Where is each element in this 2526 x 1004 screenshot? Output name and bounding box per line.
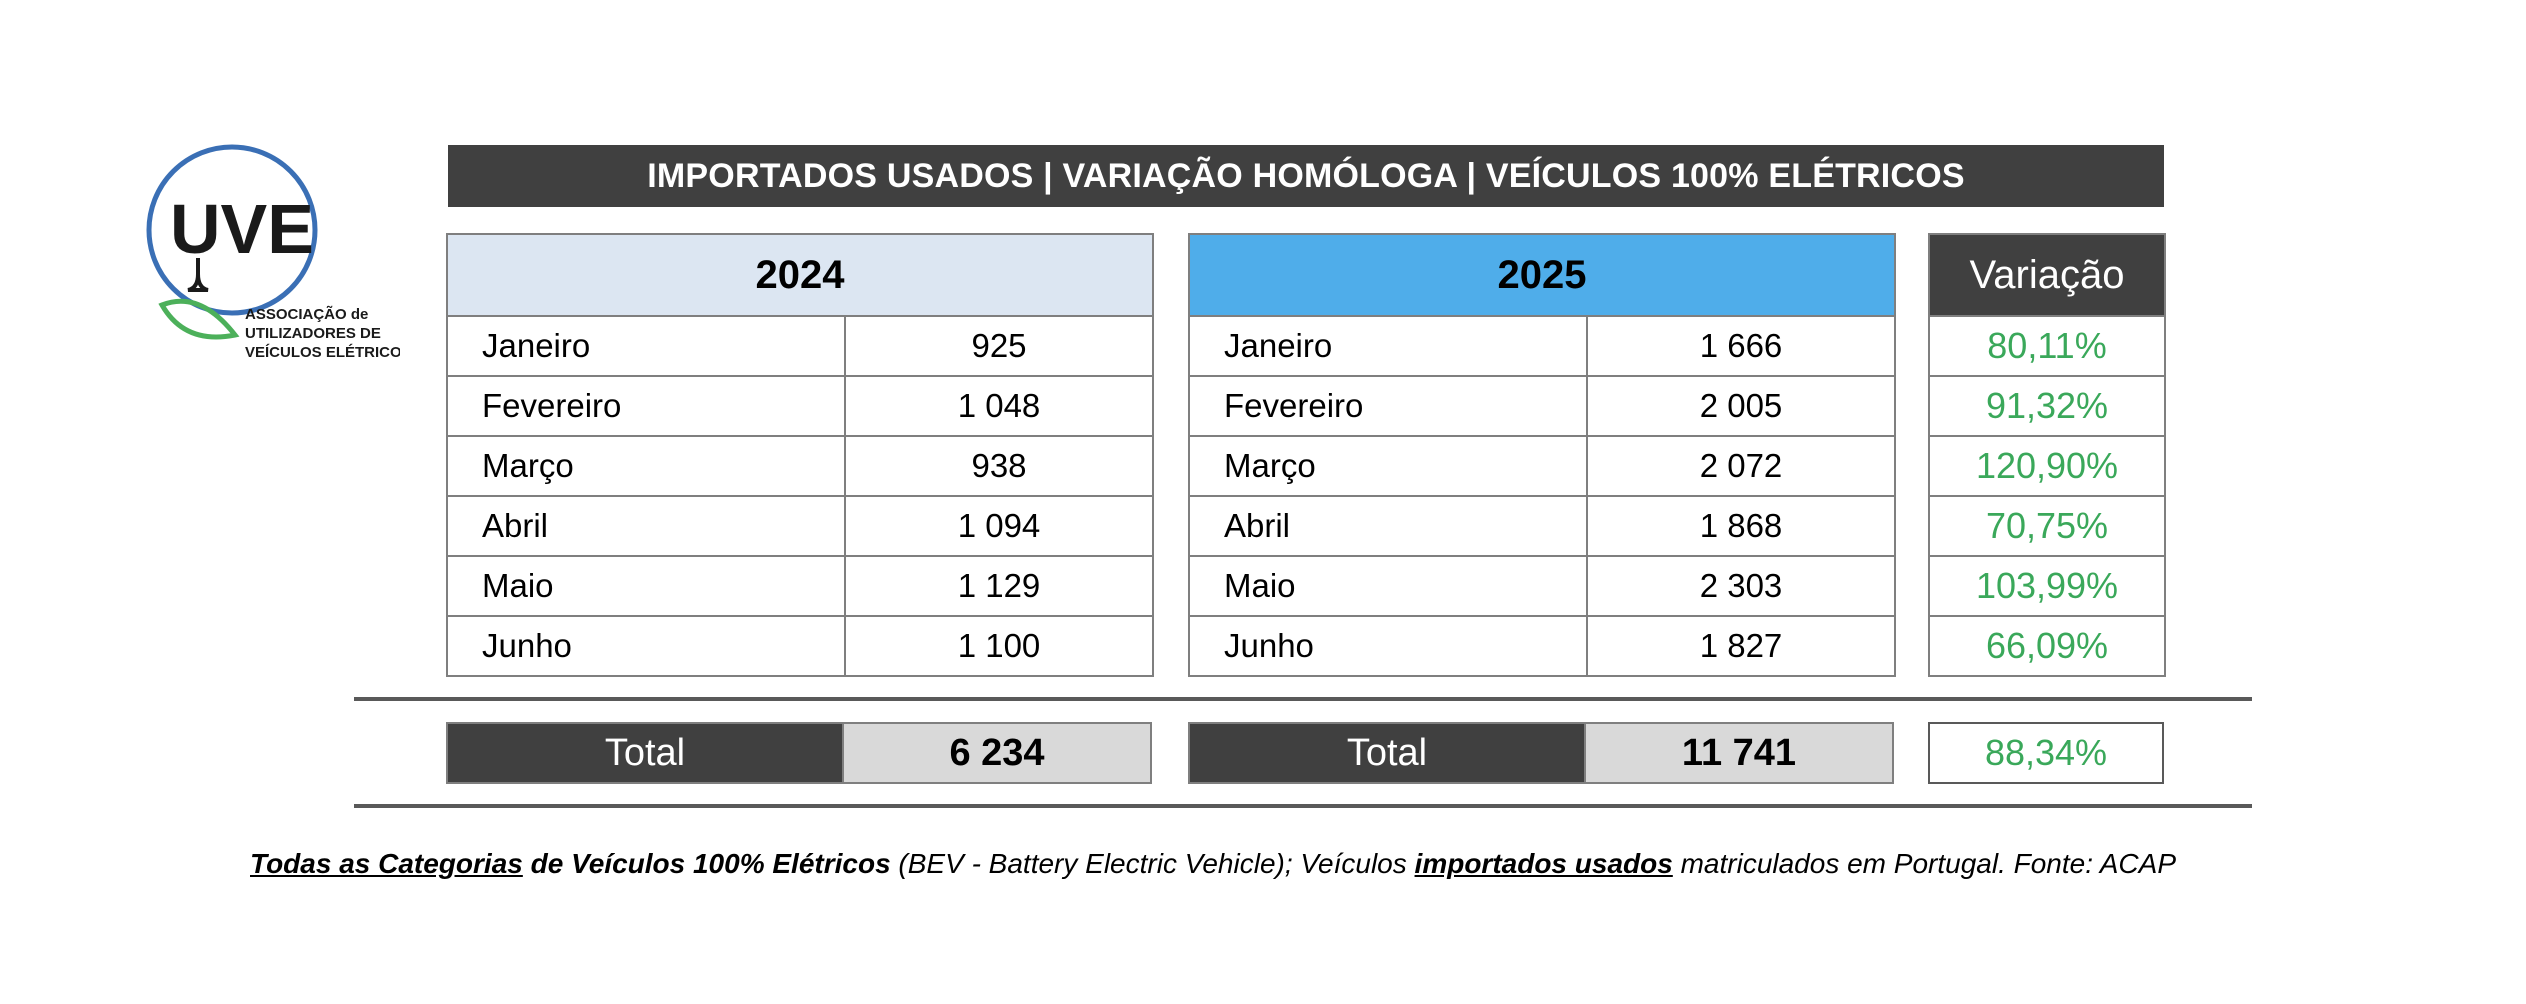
table-title: IMPORTADOS USADOS | VARIAÇÃO HOMÓLOGA | … [448,145,2164,207]
month-label: Maio [1188,555,1588,617]
month-label: Abril [1188,495,1588,557]
logo-line-2: UTILIZADORES DE [245,325,381,342]
table-row: Fevereiro 1 048 [446,375,1155,437]
table-row: Março 2 072 [1188,435,1897,497]
table-row: 103,99% [1928,555,2166,617]
leaf-icon [158,298,240,340]
value-cell: 2 005 [1585,375,1897,437]
logo-line-3: VEÍCULOS ELÉTRICOS [245,344,400,361]
footnote-imported-used: importados usados [1414,848,1673,879]
table-row: Fevereiro 2 005 [1188,375,1897,437]
month-label: Abril [446,495,846,557]
table-row: Maio 2 303 [1188,555,1897,617]
value-cell: 925 [843,315,1155,377]
table-row: 66,09% [1928,615,2166,677]
month-label: Fevereiro [446,375,846,437]
table-row: Janeiro 1 666 [1188,315,1897,377]
logo-ring [146,144,318,316]
month-label: Junho [1188,615,1588,677]
value-cell: 2 072 [1585,435,1897,497]
footnote-bev-label: de Veículos 100% Elétricos [522,848,891,879]
uve-logo: UVE ASSOCIAÇÃO de UTILIZADORES DE VEÍCUL… [140,140,412,380]
table-row: Janeiro 925 [446,315,1155,377]
table-row: Abril 1 868 [1188,495,1897,557]
footnote-categories: Todas as Categorias [250,848,523,879]
total-value-2025: 11 741 [1586,722,1894,784]
month-label: Janeiro [446,315,846,377]
table-variation: Variação 80,11% 91,32% 120,90% 70,75% 10… [1928,233,2166,677]
value-cell: 1 100 [843,615,1155,677]
table-row: 91,32% [1928,375,2166,437]
total-2025: Total 11 741 [1188,722,1894,784]
logo-line-1: ASSOCIAÇÃO de [245,305,368,323]
footnote: Todas as Categorias de Veículos 100% Elé… [250,848,2350,880]
month-label: Março [446,435,846,497]
variation-cell: 66,09% [1928,615,2166,677]
value-cell: 1 666 [1585,315,1897,377]
table-row: 80,11% [1928,315,2166,377]
value-cell: 1 094 [843,495,1155,557]
divider-bottom [354,804,2252,808]
month-label: Fevereiro [1188,375,1588,437]
header-variation: Variação [1928,233,2166,317]
footnote-source: matriculados em Portugal. Fonte: ACAP [1672,848,2176,879]
logo-acronym: UVE [170,190,314,268]
value-cell: 1 129 [843,555,1155,617]
uve-logo-graphic: UVE ASSOCIAÇÃO de UTILIZADORES DE VEÍCUL… [146,144,412,361]
table-row: Março 938 [446,435,1155,497]
month-label: Maio [446,555,846,617]
table-row: 70,75% [1928,495,2166,557]
table-row: Maio 1 129 [446,555,1155,617]
variation-cell: 120,90% [1928,435,2166,497]
total-label: Total [1188,722,1586,784]
value-cell: 2 303 [1585,555,1897,617]
table-2024: 2024 Janeiro 925 Fevereiro 1 048 Março 938 … [445,233,1155,677]
header-2025: 2025 [1187,233,1897,317]
plug-icon [187,258,209,292]
value-cell: 1 868 [1585,495,1897,557]
total-value-2024: 6 234 [844,722,1152,784]
month-label: Junho [446,615,846,677]
month-label: Março [1188,435,1588,497]
value-cell: 938 [843,435,1155,497]
divider-top [354,697,2252,701]
table-row: Junho 1 827 [1188,615,1897,677]
header-2024: 2024 [445,233,1155,317]
value-cell: 1 048 [843,375,1155,437]
table-row: Junho 1 100 [446,615,1155,677]
total-2024: Total 6 234 [446,722,1152,784]
table-row: Abril 1 094 [446,495,1155,557]
total-variation: 88,34% [1928,722,2164,784]
variation-cell: 91,32% [1928,375,2166,437]
total-label: Total [446,722,844,784]
variation-cell: 103,99% [1928,555,2166,617]
variation-cell: 80,11% [1928,315,2166,377]
table-row: 120,90% [1928,435,2166,497]
month-label: Janeiro [1188,315,1588,377]
footnote-description: (BEV - Battery Electric Vehicle); Veícul… [890,848,1415,879]
value-cell: 1 827 [1585,615,1897,677]
table-2025: 2025 Janeiro 1 666 Fevereiro 2 005 Março 2 … [1187,233,1897,677]
variation-cell: 70,75% [1928,495,2166,557]
